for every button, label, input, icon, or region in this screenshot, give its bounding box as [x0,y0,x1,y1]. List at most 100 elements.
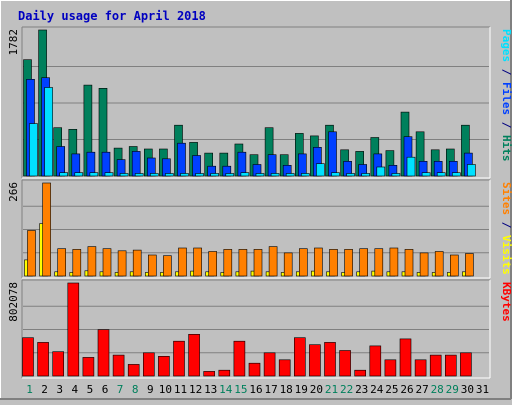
bar-pages-day-12 [195,173,204,177]
legend-entry: Sites [500,182,512,215]
day-label-17: 17 [264,383,277,396]
bar-pages-day-3 [59,172,69,177]
bar-files-day-19 [297,153,307,177]
bar-sites-day-30 [465,253,474,277]
bar-pages-day-23 [361,173,371,177]
bar-kbytes-day-12 [188,333,200,377]
bar-pages-day-11 [180,173,189,177]
day-label-21: 21 [325,383,338,396]
bar-kbytes-day-10 [158,355,170,377]
bar-kbytes-day-1 [22,337,34,377]
bar-pages-day-19 [300,173,310,177]
day-label-10: 10 [159,383,172,396]
bar-kbytes-day-13 [203,371,215,377]
bar-sites-day-1 [27,230,36,277]
bar-sites-day-6 [102,248,112,277]
bar-sites-day-23 [359,248,369,277]
bar-sites-day-19 [298,248,308,277]
bar-pages-day-15 [240,172,250,177]
day-label-24: 24 [370,383,384,396]
day-label-19: 19 [295,383,308,396]
bar-kbytes-day-18 [278,359,291,377]
bar-kbytes-day-30 [460,352,472,377]
bar-kbytes-day-29 [444,354,457,377]
bar-sites-day-16 [253,249,263,277]
bar-pages-day-4 [74,172,84,177]
bar-sites-day-24 [374,248,384,277]
bar-pages-day-30 [467,164,476,177]
bar-pages-day-16 [255,173,265,177]
day-label-25: 25 [385,383,398,396]
bar-pages-day-22 [346,173,355,177]
panel-legend: Sites / Visits [500,182,512,275]
day-label-31: 31 [476,383,489,396]
day-label-2: 2 [41,383,48,396]
bar-sites-day-13 [208,251,217,277]
bar-pages-day-2 [44,87,53,177]
bar-kbytes-day-24 [369,345,382,377]
panel-max-label: 266 [7,182,20,202]
bar-files-day-8 [131,151,141,177]
bar-kbytes-day-19 [293,337,306,377]
panel-legend: KBytes [500,282,512,322]
day-label-30: 30 [461,383,474,396]
day-label-23: 23 [355,383,368,396]
bar-sites-day-4 [72,249,82,277]
bar-kbytes-day-21 [324,342,336,377]
bar-sites-day-18 [283,252,293,277]
bar-sites-day-15 [238,249,248,277]
bar-pages-day-5 [89,172,99,177]
bar-pages-day-8 [134,173,144,177]
panel-kbytes: 802078 KBytes [7,279,512,379]
day-label-22: 22 [340,383,353,396]
bar-pages-day-20 [316,163,325,177]
bar-files-day-12 [192,155,201,177]
bar-pages-day-6 [104,172,114,177]
bar-sites-day-11 [178,247,187,277]
bar-kbytes-day-11 [173,340,185,377]
day-label-29: 29 [446,383,459,396]
bar-kbytes-day-6 [97,329,110,377]
bar-pages-day-13 [210,173,219,177]
bar-pages-day-9 [150,173,159,177]
bar-kbytes-day-7 [112,354,125,377]
day-label-15: 15 [234,383,247,396]
bar-sites-day-21 [329,249,338,277]
bar-sites-day-17 [268,246,278,277]
bar-sites-day-25 [389,247,399,277]
bar-kbytes-day-23 [354,369,367,377]
day-label-20: 20 [310,383,323,396]
day-label-7: 7 [117,383,124,396]
bar-pages-day-27 [421,172,431,177]
legend-entry: Pages [500,29,512,62]
bar-sites-day-10 [163,255,172,277]
bar-kbytes-day-2 [37,342,49,377]
bar-sites-day-22 [344,249,353,277]
day-label-9: 9 [147,383,154,396]
day-label-27: 27 [415,383,428,396]
day-label-16: 16 [249,383,262,396]
bar-kbytes-day-26 [399,338,412,377]
day-label-6: 6 [102,383,109,396]
bar-pages-day-1 [29,123,38,177]
bar-files-day-21 [328,131,337,177]
panel-legend: Pages / Files / Hits [500,29,512,162]
day-label-26: 26 [400,383,413,396]
bar-pages-day-21 [331,172,340,177]
bar-pages-day-18 [285,173,295,177]
bar-files-day-11 [177,142,186,177]
bar-pages-day-10 [165,173,174,177]
legend-entry: Hits [500,135,512,162]
bar-sites-day-12 [193,247,202,277]
bar-pages-day-26 [406,156,416,177]
day-label-14: 14 [219,383,233,396]
bar-sites-day-29 [449,254,459,277]
panel-max-label: 802078 [7,282,20,322]
bar-files-day-3 [56,146,66,177]
bar-kbytes-day-25 [384,359,397,377]
bar-kbytes-day-8 [127,364,140,377]
bar-kbytes-day-28 [429,354,442,377]
day-label-1: 1 [26,383,33,396]
bar-sites-day-27 [419,252,429,277]
